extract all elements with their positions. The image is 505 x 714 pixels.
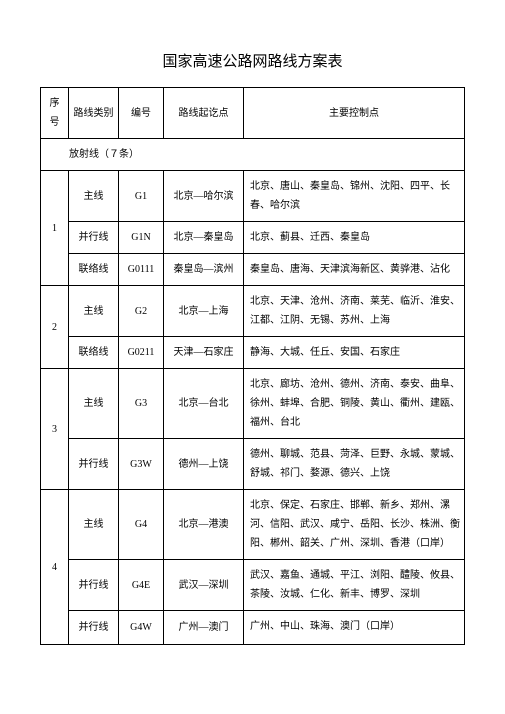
table-row: 1 主线 G1 北京—哈尔滨 北京、唐山、秦皇岛、锦州、沈阳、四平、长春、哈尔滨 (41, 171, 465, 222)
cell-route: 北京—台北 (164, 369, 244, 439)
table-row: 4 主线 G4 北京—港澳 北京、保定、石家庄、邯郸、新乡、郑州、漯河、信阳、武… (41, 490, 465, 560)
table-row: 2 主线 G2 北京—上海 北京、天津、沧州、济南、莱芜、临沂、淮安、江都、江阴… (41, 286, 465, 337)
cell-ctrl: 秦皇岛、唐海、天津滨海新区、黄骅港、沾化 (244, 254, 465, 286)
page-title: 国家高速公路网路线方案表 (40, 50, 465, 71)
cell-route: 北京—哈尔滨 (164, 171, 244, 222)
cell-type: 并行线 (69, 222, 119, 254)
cell-code: G0111 (119, 254, 164, 286)
cell-type: 并行线 (69, 439, 119, 490)
cell-code: G0211 (119, 337, 164, 369)
cell-type: 主线 (69, 286, 119, 337)
col-ctrl: 主要控制点 (244, 88, 465, 139)
cell-type: 并行线 (69, 611, 119, 645)
cell-route: 北京—秦皇岛 (164, 222, 244, 254)
cell-route: 德州—上饶 (164, 439, 244, 490)
table-row: 并行线 G4E 武汉—深圳 武汉、嘉鱼、通城、平江、浏阳、醴陵、攸县、茶陵、汝城… (41, 560, 465, 611)
cell-code: G1 (119, 171, 164, 222)
cell-code: G4E (119, 560, 164, 611)
cell-type: 主线 (69, 369, 119, 439)
cell-seq: 3 (41, 369, 69, 490)
table-row: 联络线 G0211 天津—石家庄 静海、大城、任丘、安国、石家庄 (41, 337, 465, 369)
cell-route: 广州—澳门 (164, 611, 244, 645)
highway-table: 序号 路线类别 编号 路线起讫点 主要控制点 放射线（７条） 1 主线 G1 北… (40, 87, 465, 645)
cell-ctrl: 北京、廊坊、沧州、德州、济南、泰安、曲阜、徐州、蚌埠、合肥、铜陵、黄山、衢州、建… (244, 369, 465, 439)
cell-route: 北京—上海 (164, 286, 244, 337)
col-type: 路线类别 (69, 88, 119, 139)
cell-ctrl: 北京、保定、石家庄、邯郸、新乡、郑州、漯河、信阳、武汉、咸宁、岳阳、长沙、株洲、… (244, 490, 465, 560)
col-route: 路线起讫点 (164, 88, 244, 139)
table-row: 并行线 G3W 德州—上饶 德州、聊城、范县、菏泽、巨野、永城、蒙城、舒城、祁门… (41, 439, 465, 490)
table-row: 并行线 G4W 广州—澳门 广州、中山、珠海、澳门（口岸） (41, 611, 465, 645)
cell-route: 武汉—深圳 (164, 560, 244, 611)
cell-ctrl: 北京、唐山、秦皇岛、锦州、沈阳、四平、长春、哈尔滨 (244, 171, 465, 222)
header-row: 序号 路线类别 编号 路线起讫点 主要控制点 (41, 88, 465, 139)
cell-route: 北京—港澳 (164, 490, 244, 560)
cell-seq: 1 (41, 171, 69, 286)
table-row: 3 主线 G3 北京—台北 北京、廊坊、沧州、德州、济南、泰安、曲阜、徐州、蚌埠… (41, 369, 465, 439)
cell-type: 联络线 (69, 254, 119, 286)
cell-code: G2 (119, 286, 164, 337)
cell-type: 主线 (69, 490, 119, 560)
cell-code: G4W (119, 611, 164, 645)
cell-ctrl: 广州、中山、珠海、澳门（口岸） (244, 611, 465, 645)
col-seq: 序号 (41, 88, 69, 139)
cell-code: G4 (119, 490, 164, 560)
cell-code: G1N (119, 222, 164, 254)
cell-type: 主线 (69, 171, 119, 222)
cell-ctrl: 北京、天津、沧州、济南、莱芜、临沂、淮安、江都、江阴、无锡、苏州、上海 (244, 286, 465, 337)
cell-ctrl: 德州、聊城、范县、菏泽、巨野、永城、蒙城、舒城、祁门、婺源、德兴、上饶 (244, 439, 465, 490)
table-row: 并行线 G1N 北京—秦皇岛 北京、蓟县、迁西、秦皇岛 (41, 222, 465, 254)
section-row: 放射线（７条） (41, 139, 465, 171)
cell-type: 并行线 (69, 560, 119, 611)
section-label: 放射线（７条） (41, 139, 465, 171)
cell-ctrl: 武汉、嘉鱼、通城、平江、浏阳、醴陵、攸县、茶陵、汝城、仁化、新丰、博罗、深圳 (244, 560, 465, 611)
table-row: 联络线 G0111 秦皇岛—滨州 秦皇岛、唐海、天津滨海新区、黄骅港、沾化 (41, 254, 465, 286)
col-code: 编号 (119, 88, 164, 139)
cell-seq: 4 (41, 490, 69, 645)
cell-ctrl: 北京、蓟县、迁西、秦皇岛 (244, 222, 465, 254)
cell-route: 天津—石家庄 (164, 337, 244, 369)
cell-type: 联络线 (69, 337, 119, 369)
cell-seq: 2 (41, 286, 69, 369)
cell-code: G3W (119, 439, 164, 490)
cell-route: 秦皇岛—滨州 (164, 254, 244, 286)
cell-code: G3 (119, 369, 164, 439)
cell-ctrl: 静海、大城、任丘、安国、石家庄 (244, 337, 465, 369)
